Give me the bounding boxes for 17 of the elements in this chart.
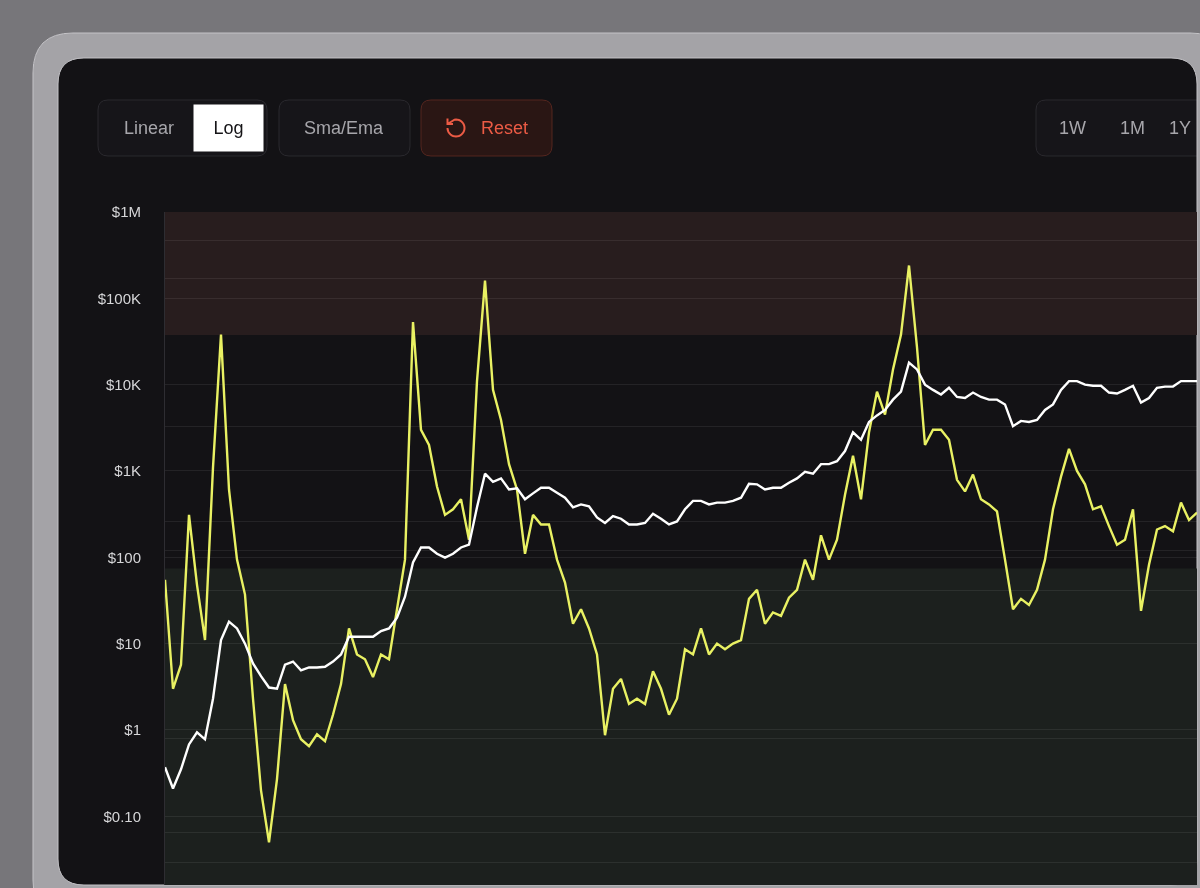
line-series (165, 361, 1197, 790)
y-tick-label: $100 (107, 548, 141, 566)
text: 1Y (1169, 118, 1192, 138)
y-tick-label: $10K (105, 375, 141, 393)
y-tick-label: $0.10 (103, 807, 141, 825)
y-tick-label: $1 (124, 721, 141, 739)
text: Reset (481, 118, 529, 138)
text: 1M (1120, 118, 1146, 138)
text: 1W (1059, 118, 1087, 138)
y-tick-label: $1K (114, 462, 141, 480)
text: Sma/Ema (304, 118, 385, 138)
line-series (165, 264, 1197, 844)
y-tick-label: $1M (111, 203, 141, 221)
text: Linear (124, 118, 175, 138)
y-tick-label: $10 (115, 634, 141, 652)
y-tick-label: $100K (97, 289, 141, 307)
text: Log (213, 118, 244, 138)
